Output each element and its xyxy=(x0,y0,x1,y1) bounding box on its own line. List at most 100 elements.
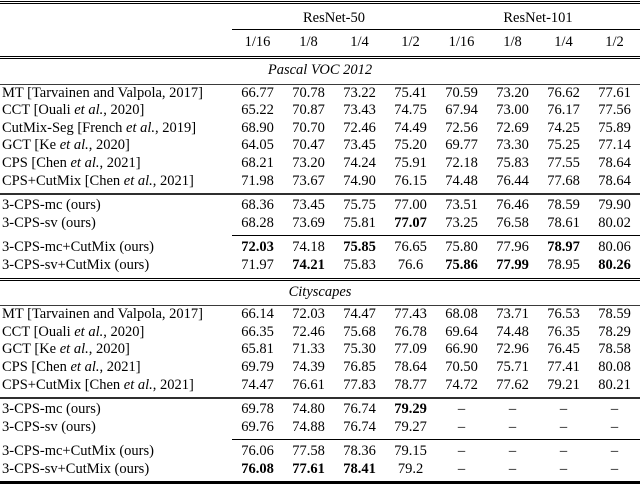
value-text: 65.81 xyxy=(241,341,274,358)
value-cell: 75.85 xyxy=(334,235,385,257)
value-cell: 74.88 xyxy=(283,419,334,440)
value-cell: 72.18 xyxy=(436,155,487,173)
value-cell: 70.59 xyxy=(436,84,487,102)
value-cell: – xyxy=(487,439,539,461)
value-text: 75.80 xyxy=(445,239,478,256)
value-text: 79.90 xyxy=(598,197,631,214)
value-text: 72.18 xyxy=(445,154,478,171)
method-label: 3-CPS-sv+CutMix (ours) xyxy=(0,257,232,279)
table-row: CPS [Chen et al., 2021] 68.21 73.20 74.24 75… xyxy=(0,155,640,173)
value-text: 68.08 xyxy=(445,306,478,323)
value-cell: – xyxy=(589,461,640,483)
value-text: 64.05 xyxy=(241,137,274,154)
value-cell: 77.00 xyxy=(385,193,437,215)
method-label-text: CPS [Chen xyxy=(2,358,71,375)
value-cell: 80.06 xyxy=(589,235,640,257)
value-text: 80.06 xyxy=(598,239,631,256)
value-text: 75.89 xyxy=(598,119,631,136)
value-cell: 71.97 xyxy=(232,257,283,279)
value-cell: – xyxy=(487,419,538,440)
value-text: 73.67 xyxy=(292,172,325,189)
method-label-etal: et al. xyxy=(74,323,104,340)
value-cell: 70.50 xyxy=(436,359,487,377)
value-text: – xyxy=(559,418,568,435)
value-cell: 73.45 xyxy=(283,193,334,215)
value-text: 78.58 xyxy=(598,341,631,358)
value-text: 74.49 xyxy=(394,119,427,136)
method-label-etal: et al. xyxy=(74,102,104,119)
value-text: 75.41 xyxy=(394,84,427,101)
value-cell: 76.85 xyxy=(334,359,385,377)
value-text: 73.20 xyxy=(496,84,529,101)
section-label: Cityscapes xyxy=(0,277,640,307)
value-cell: 65.81 xyxy=(232,341,283,359)
value-text: 77.83 xyxy=(343,376,376,393)
value-cell: 73.51 xyxy=(436,193,488,215)
method-label-etal: et al. xyxy=(126,119,156,136)
method-label-etal: et al. xyxy=(70,358,100,375)
method-label: GCT [Ke et al., 2020] xyxy=(0,341,232,359)
table-row: CPS+CutMix [Chen et al., 2021] 74.47 76.61… xyxy=(0,377,640,399)
value-cell: 78.36 xyxy=(334,439,385,461)
value-text: 77.62 xyxy=(496,376,529,393)
value-cell: 73.22 xyxy=(334,84,385,102)
value-cell: 77.43 xyxy=(385,306,436,324)
value-text: 78.59 xyxy=(598,306,631,323)
method-label: CCT [Ouali et al., 2020] xyxy=(0,324,232,342)
table-row: 3-CPS-mc (ours) 69.78 74.80 76.74 79.29 – – – – xyxy=(0,397,640,419)
value-text: 74.18 xyxy=(292,239,325,256)
method-label-text: CCT [Ouali xyxy=(2,102,75,119)
ratio-header: 1/16 xyxy=(448,34,475,50)
value-cell: – xyxy=(487,461,538,483)
value-cell: – xyxy=(589,419,640,440)
value-cell: 76.17 xyxy=(538,102,589,120)
value-cell: 74.75 xyxy=(385,102,436,120)
value-cell: 75.25 xyxy=(538,137,589,155)
value-text: – xyxy=(508,401,517,418)
table-row: 3-CPS-mc+CutMix (ours) 72.03 74.18 75.85 76.… xyxy=(0,235,640,257)
value-cell: 78.29 xyxy=(589,324,640,342)
value-cell: 68.21 xyxy=(232,155,283,173)
value-text: 73.71 xyxy=(496,306,529,323)
value-cell: – xyxy=(487,397,539,419)
value-cell: 70.70 xyxy=(283,120,334,138)
value-text: 75.85 xyxy=(343,239,376,256)
value-text: – xyxy=(508,418,517,435)
value-text: 76.85 xyxy=(343,358,376,375)
value-text: 76.35 xyxy=(547,323,580,340)
value-text: 78.64 xyxy=(598,154,631,171)
value-cell: 78.64 xyxy=(385,359,436,377)
value-text: 69.64 xyxy=(445,323,478,340)
value-cell: 76.45 xyxy=(538,341,589,359)
method-label-text: , 2020] xyxy=(88,341,130,358)
method-label-etal: et al. xyxy=(123,376,153,393)
value-cell: 73.67 xyxy=(283,173,334,195)
value-text: 70.50 xyxy=(445,358,478,375)
value-text: 76.78 xyxy=(394,323,427,340)
value-text: 68.90 xyxy=(241,119,274,136)
value-text: 72.03 xyxy=(292,306,325,323)
value-text: 73.22 xyxy=(343,84,376,101)
value-text: 71.97 xyxy=(241,256,274,273)
value-text: 78.29 xyxy=(598,323,631,340)
value-cell: 76.44 xyxy=(487,173,538,195)
method-label-text: 3-CPS-mc+CutMix (ours) xyxy=(2,443,154,460)
table-row: CPS [Chen et al., 2021] 69.79 74.39 76.85 78… xyxy=(0,359,640,377)
value-text: 72.96 xyxy=(496,341,529,358)
value-cell: 74.24 xyxy=(334,155,385,173)
value-text: 76.6 xyxy=(397,256,424,273)
value-cell: 78.95 xyxy=(538,257,589,279)
value-text: 76.74 xyxy=(343,401,376,418)
value-cell: 80.08 xyxy=(589,359,640,377)
value-cell: 77.58 xyxy=(283,439,334,461)
value-cell: 79.90 xyxy=(589,193,640,215)
ratio-header: 1/16 xyxy=(244,34,271,50)
value-text: 75.25 xyxy=(547,137,580,154)
value-cell: 78.77 xyxy=(385,377,436,399)
value-cell: 77.55 xyxy=(538,155,589,173)
header-spacer xyxy=(0,30,232,58)
value-text: 72.56 xyxy=(445,119,478,136)
value-text: 77.68 xyxy=(547,172,580,189)
table-row: 3-CPS-sv (ours) 68.28 73.69 75.81 77.07 73.25… xyxy=(0,215,640,236)
method-label-text: , 2021] xyxy=(99,154,141,171)
